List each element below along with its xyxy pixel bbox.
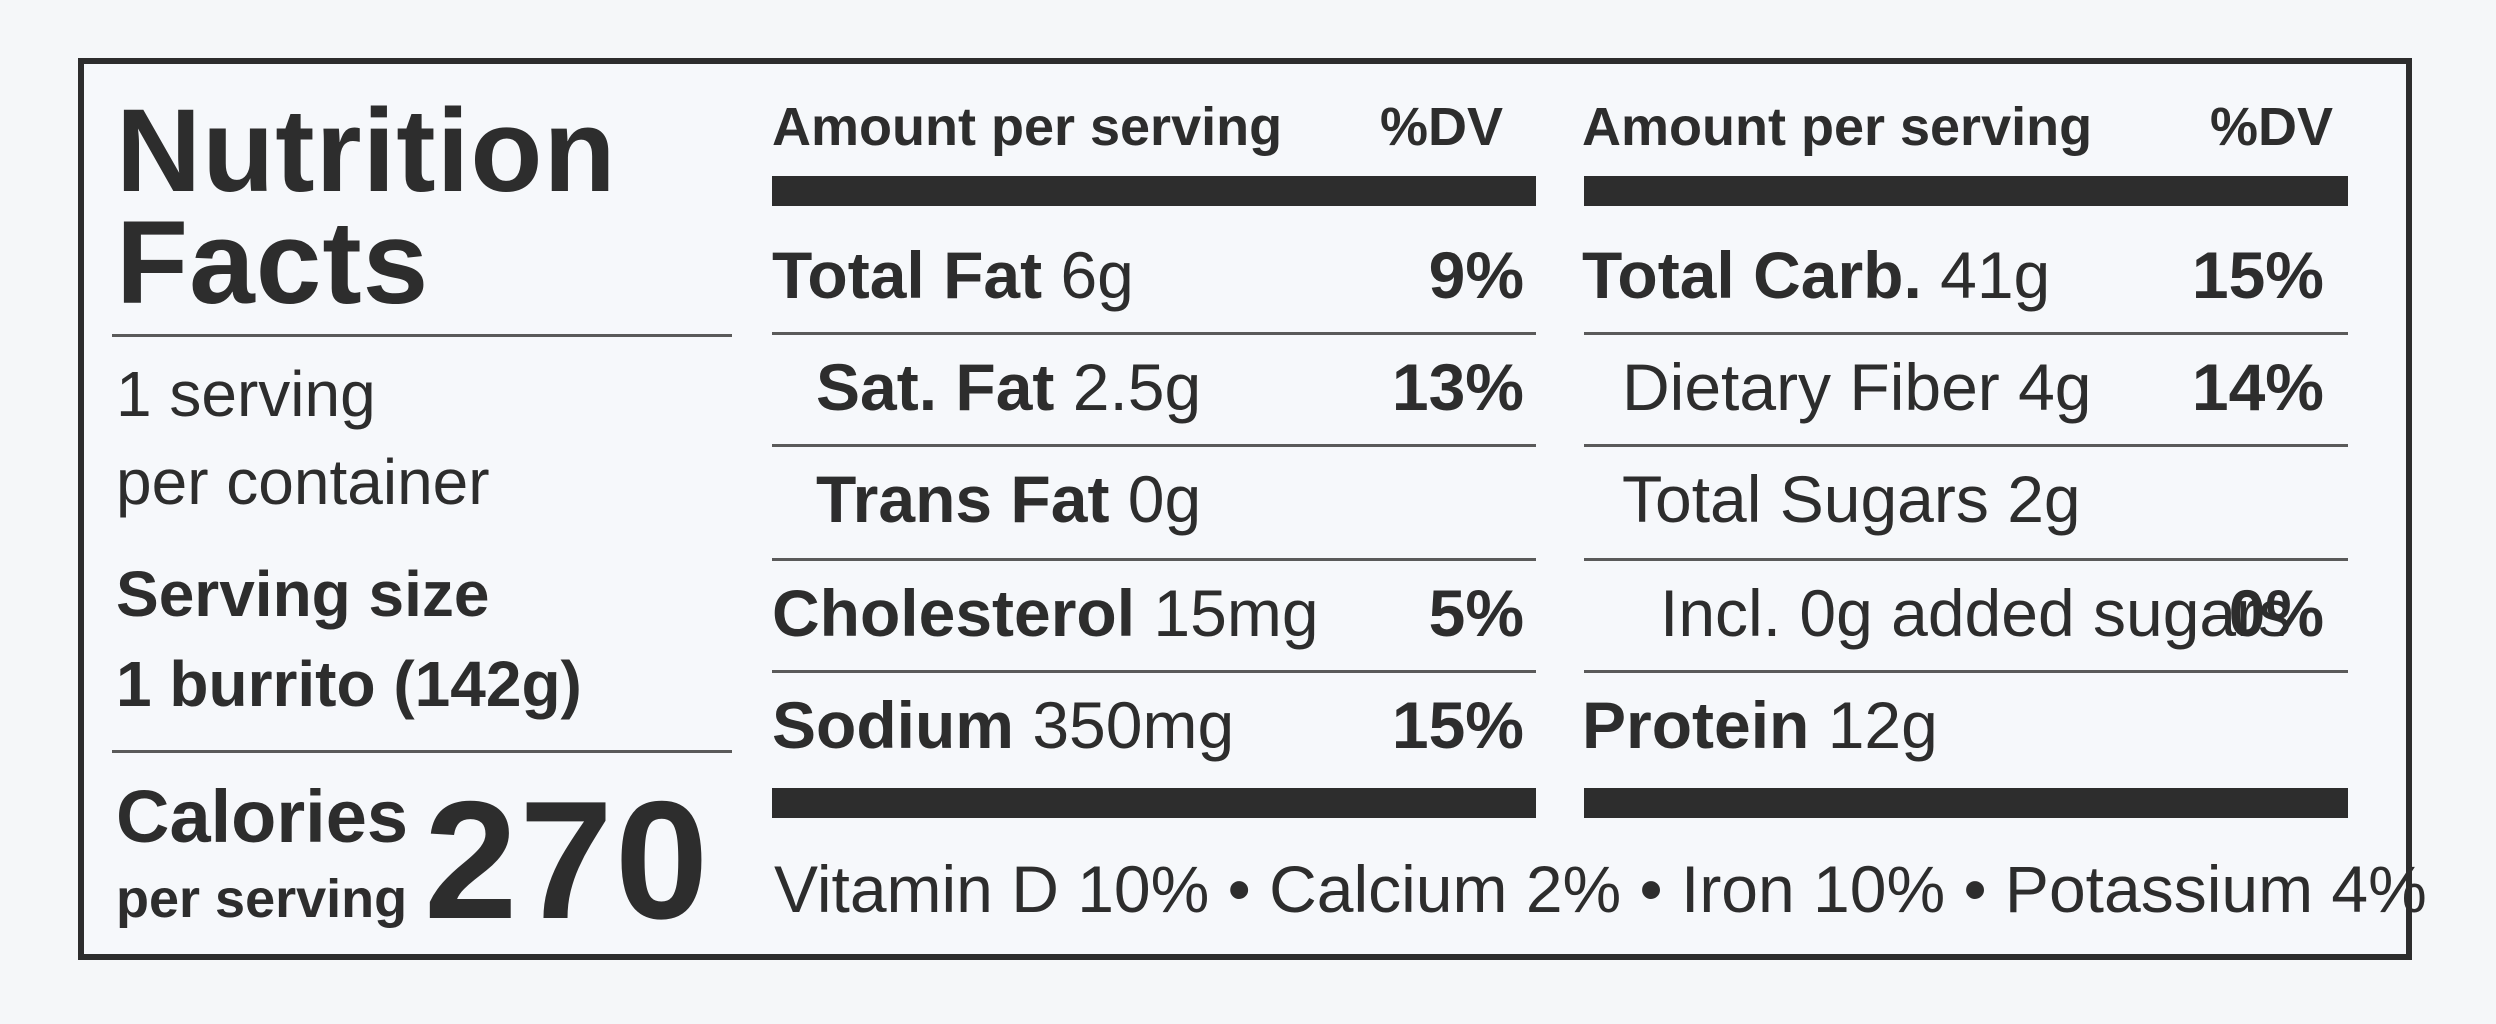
divider (1584, 444, 2348, 447)
nutrient-name: Total Fat (772, 238, 1043, 312)
nutrient-row: Total Carb. 41g (1582, 242, 2050, 308)
nutrient-row: Total Fat 6g (772, 242, 1134, 308)
nutrient-amount: 2.5g (1072, 350, 1202, 424)
nutrient-dv: 9% (1428, 238, 1524, 312)
nutrition-facts-label: Nutrition Facts 1 serving per container … (78, 58, 2427, 960)
nutrient-row: Total Sugars 2g (1622, 466, 2081, 532)
nutrient-name: Sodium (772, 688, 1014, 762)
thick-rule (772, 176, 1536, 206)
divider (1584, 670, 2348, 673)
thick-rule (772, 788, 1536, 818)
serving-size-value: 1 burrito (142g) (116, 648, 582, 720)
nutrient-name: Total Carb. (1582, 238, 1922, 312)
nutrient-name: Protein (1582, 688, 1810, 762)
thick-rule (1584, 788, 2348, 818)
left-amount-header: Amount per serving (772, 97, 1283, 157)
nutrient-amount: 0g (1127, 462, 1202, 536)
nutrient-dv: 5% (1428, 576, 1524, 650)
servings-line-2: per container (116, 446, 490, 518)
nutrient-row: Cholesterol 15mg (772, 580, 1319, 646)
vitamins-minerals: Vitamin D 10% • Calcium 2% • Iron 10% • … (774, 852, 2427, 926)
right-amount-header: Amount per serving (1582, 97, 2093, 157)
nutrient-name: Cholesterol (772, 576, 1136, 650)
nutrient-dv: 0% (2228, 576, 2324, 650)
calories-label: Calories (116, 775, 409, 858)
divider (112, 750, 732, 753)
nutrient-amount: 6g (1060, 238, 1134, 312)
nutrient-dv: 13% (1391, 350, 1524, 424)
nutrient-amount: 12g (1827, 688, 1938, 762)
servings-line-1: 1 serving (116, 358, 376, 430)
nutrient-row: Trans Fat 0g (816, 466, 1201, 532)
divider (772, 444, 1536, 447)
calories-value: 270 (424, 766, 711, 954)
title-line-2: Facts (116, 197, 430, 329)
nutrient-dv: 15% (1391, 688, 1524, 762)
right-dv-header: %DV (2210, 97, 2334, 157)
divider (772, 332, 1536, 335)
thick-rule (1584, 176, 2348, 206)
calories-sublabel: per serving (116, 869, 408, 929)
nutrient-row: Sodium 350mg (772, 692, 1234, 758)
nutrient-row: Sat. Fat 2.5g (816, 354, 1201, 420)
divider (1584, 558, 2348, 561)
nutrient-amount: 41g (1940, 238, 2051, 312)
nutrient-row: Incl. 0g added sugars (1660, 580, 2291, 646)
nutrient-name: Sat. Fat (816, 350, 1055, 424)
divider (1584, 332, 2348, 335)
divider (772, 670, 1536, 673)
nutrient-name: Dietary Fiber 4g (1622, 350, 2092, 424)
divider (772, 558, 1536, 561)
nutrient-amount: 15mg (1153, 576, 1319, 650)
title-line-1: Nutrition (116, 85, 617, 217)
nutrient-name: Total Sugars 2g (1622, 462, 2081, 536)
left-dv-header: %DV (1380, 97, 1504, 157)
nutrient-dv: 15% (2191, 238, 2324, 312)
nutrient-amount: 350mg (1032, 688, 1235, 762)
serving-size-label: Serving size (116, 558, 490, 630)
nutrient-dv: 14% (2191, 350, 2324, 424)
nutrient-name: Incl. 0g added sugars (1660, 576, 2292, 650)
divider (112, 334, 732, 337)
nutrient-row: Protein 12g (1582, 692, 1938, 758)
nutrient-row: Dietary Fiber 4g (1622, 354, 2092, 420)
nutrient-name: Trans Fat (816, 462, 1110, 536)
